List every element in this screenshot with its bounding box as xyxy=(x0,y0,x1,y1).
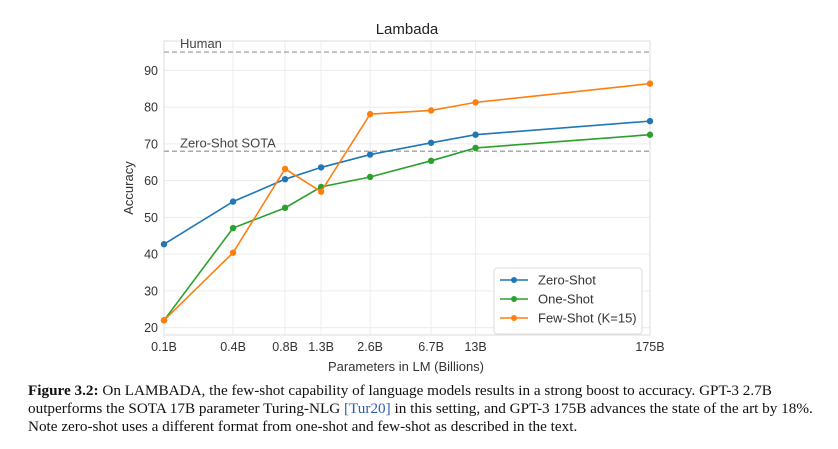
y-tick-label: 30 xyxy=(144,284,158,298)
data-point xyxy=(646,117,654,125)
caption-text-1: On LAMBADA, the few-shot capability of l… xyxy=(28,382,772,417)
lambada-chart: Human Zero-Shot SOTA 20 30 40 50 60 70 80 90 0.1… xyxy=(121,21,665,374)
series-line xyxy=(163,120,651,245)
legend: Zero-Shot One-Shot Few-Shot (K=15) xyxy=(493,267,643,335)
x-tick-label: 0.8B xyxy=(272,340,298,354)
y-tick-label: 20 xyxy=(144,321,158,335)
chart-title: Lambada xyxy=(376,21,439,38)
series-line xyxy=(163,82,651,321)
reference-line-label: Human xyxy=(180,36,222,51)
figure-caption: Figure 3.2: On LAMBADA, the few-shot cap… xyxy=(28,382,818,436)
legend-box xyxy=(493,267,643,335)
y-tick-label: 60 xyxy=(144,174,158,188)
legend-marker xyxy=(511,315,517,321)
y-tick-labels: 20 30 40 50 60 70 80 90 xyxy=(144,64,158,335)
data-point xyxy=(317,188,325,195)
data-point xyxy=(229,249,237,256)
data-point xyxy=(366,110,374,118)
legend-marker xyxy=(511,296,517,302)
y-tick-label: 80 xyxy=(144,101,158,115)
data-point xyxy=(472,99,479,106)
caption-text-2: in this setting, and GPT-3 175B advances… xyxy=(28,400,813,435)
x-tick-label: 2.6B xyxy=(357,340,383,354)
y-tick-label: 50 xyxy=(144,211,158,225)
grid xyxy=(163,41,651,335)
legend-marker xyxy=(511,277,517,283)
legend-label: Few-Shot (K=15) xyxy=(538,311,637,326)
legend-label: One-Shot xyxy=(538,292,594,307)
legend-item: One-Shot xyxy=(500,292,594,307)
y-tick-label: 40 xyxy=(144,248,158,262)
data-point xyxy=(427,107,435,114)
y-axis-label: Accuracy xyxy=(121,161,136,215)
x-tick-label: 6.7B xyxy=(418,340,444,354)
x-tick-labels: 0.1B 0.4B 0.8B 1.3B 2.6B 6.7B 13B 175B xyxy=(151,340,664,354)
data-point xyxy=(281,175,289,183)
data-point xyxy=(427,157,435,165)
data-point xyxy=(366,151,374,158)
data-point xyxy=(229,198,237,205)
data-point xyxy=(472,131,479,138)
series-line xyxy=(163,133,651,321)
plot-frame xyxy=(163,40,651,336)
x-tick-label: 1.3B xyxy=(308,340,334,354)
data-point xyxy=(281,165,289,173)
series-zero-shot xyxy=(160,117,654,248)
data-point xyxy=(646,131,654,138)
reference-lines: Human Zero-Shot SOTA xyxy=(164,36,650,152)
y-tick-label: 90 xyxy=(144,64,158,78)
x-tick-label: 175B xyxy=(635,340,664,354)
legend-label: Zero-Shot xyxy=(538,273,596,288)
citation-link[interactable]: [Tur20] xyxy=(344,400,391,417)
data-point xyxy=(646,80,654,87)
legend-item: Few-Shot (K=15) xyxy=(500,311,637,326)
data-point xyxy=(160,317,168,324)
data-point xyxy=(427,139,435,146)
data-point xyxy=(472,144,479,152)
x-tick-label: 0.1B xyxy=(151,340,177,354)
x-tick-label: 13B xyxy=(464,340,486,354)
data-point xyxy=(317,164,325,171)
x-axis-label: Parameters in LM (Billions) xyxy=(328,359,484,374)
series-group xyxy=(160,80,654,324)
data-point xyxy=(366,173,374,181)
legend-item: Zero-Shot xyxy=(500,273,596,288)
x-tick-label: 0.4B xyxy=(220,340,246,354)
caption-label: Figure 3.2: xyxy=(28,382,99,399)
data-point xyxy=(160,241,168,248)
reference-line-label: Zero-Shot SOTA xyxy=(180,135,276,150)
y-tick-label: 70 xyxy=(144,137,158,151)
data-point xyxy=(281,204,289,212)
series-few-shot-k-15 xyxy=(160,80,654,324)
data-point xyxy=(229,224,237,232)
